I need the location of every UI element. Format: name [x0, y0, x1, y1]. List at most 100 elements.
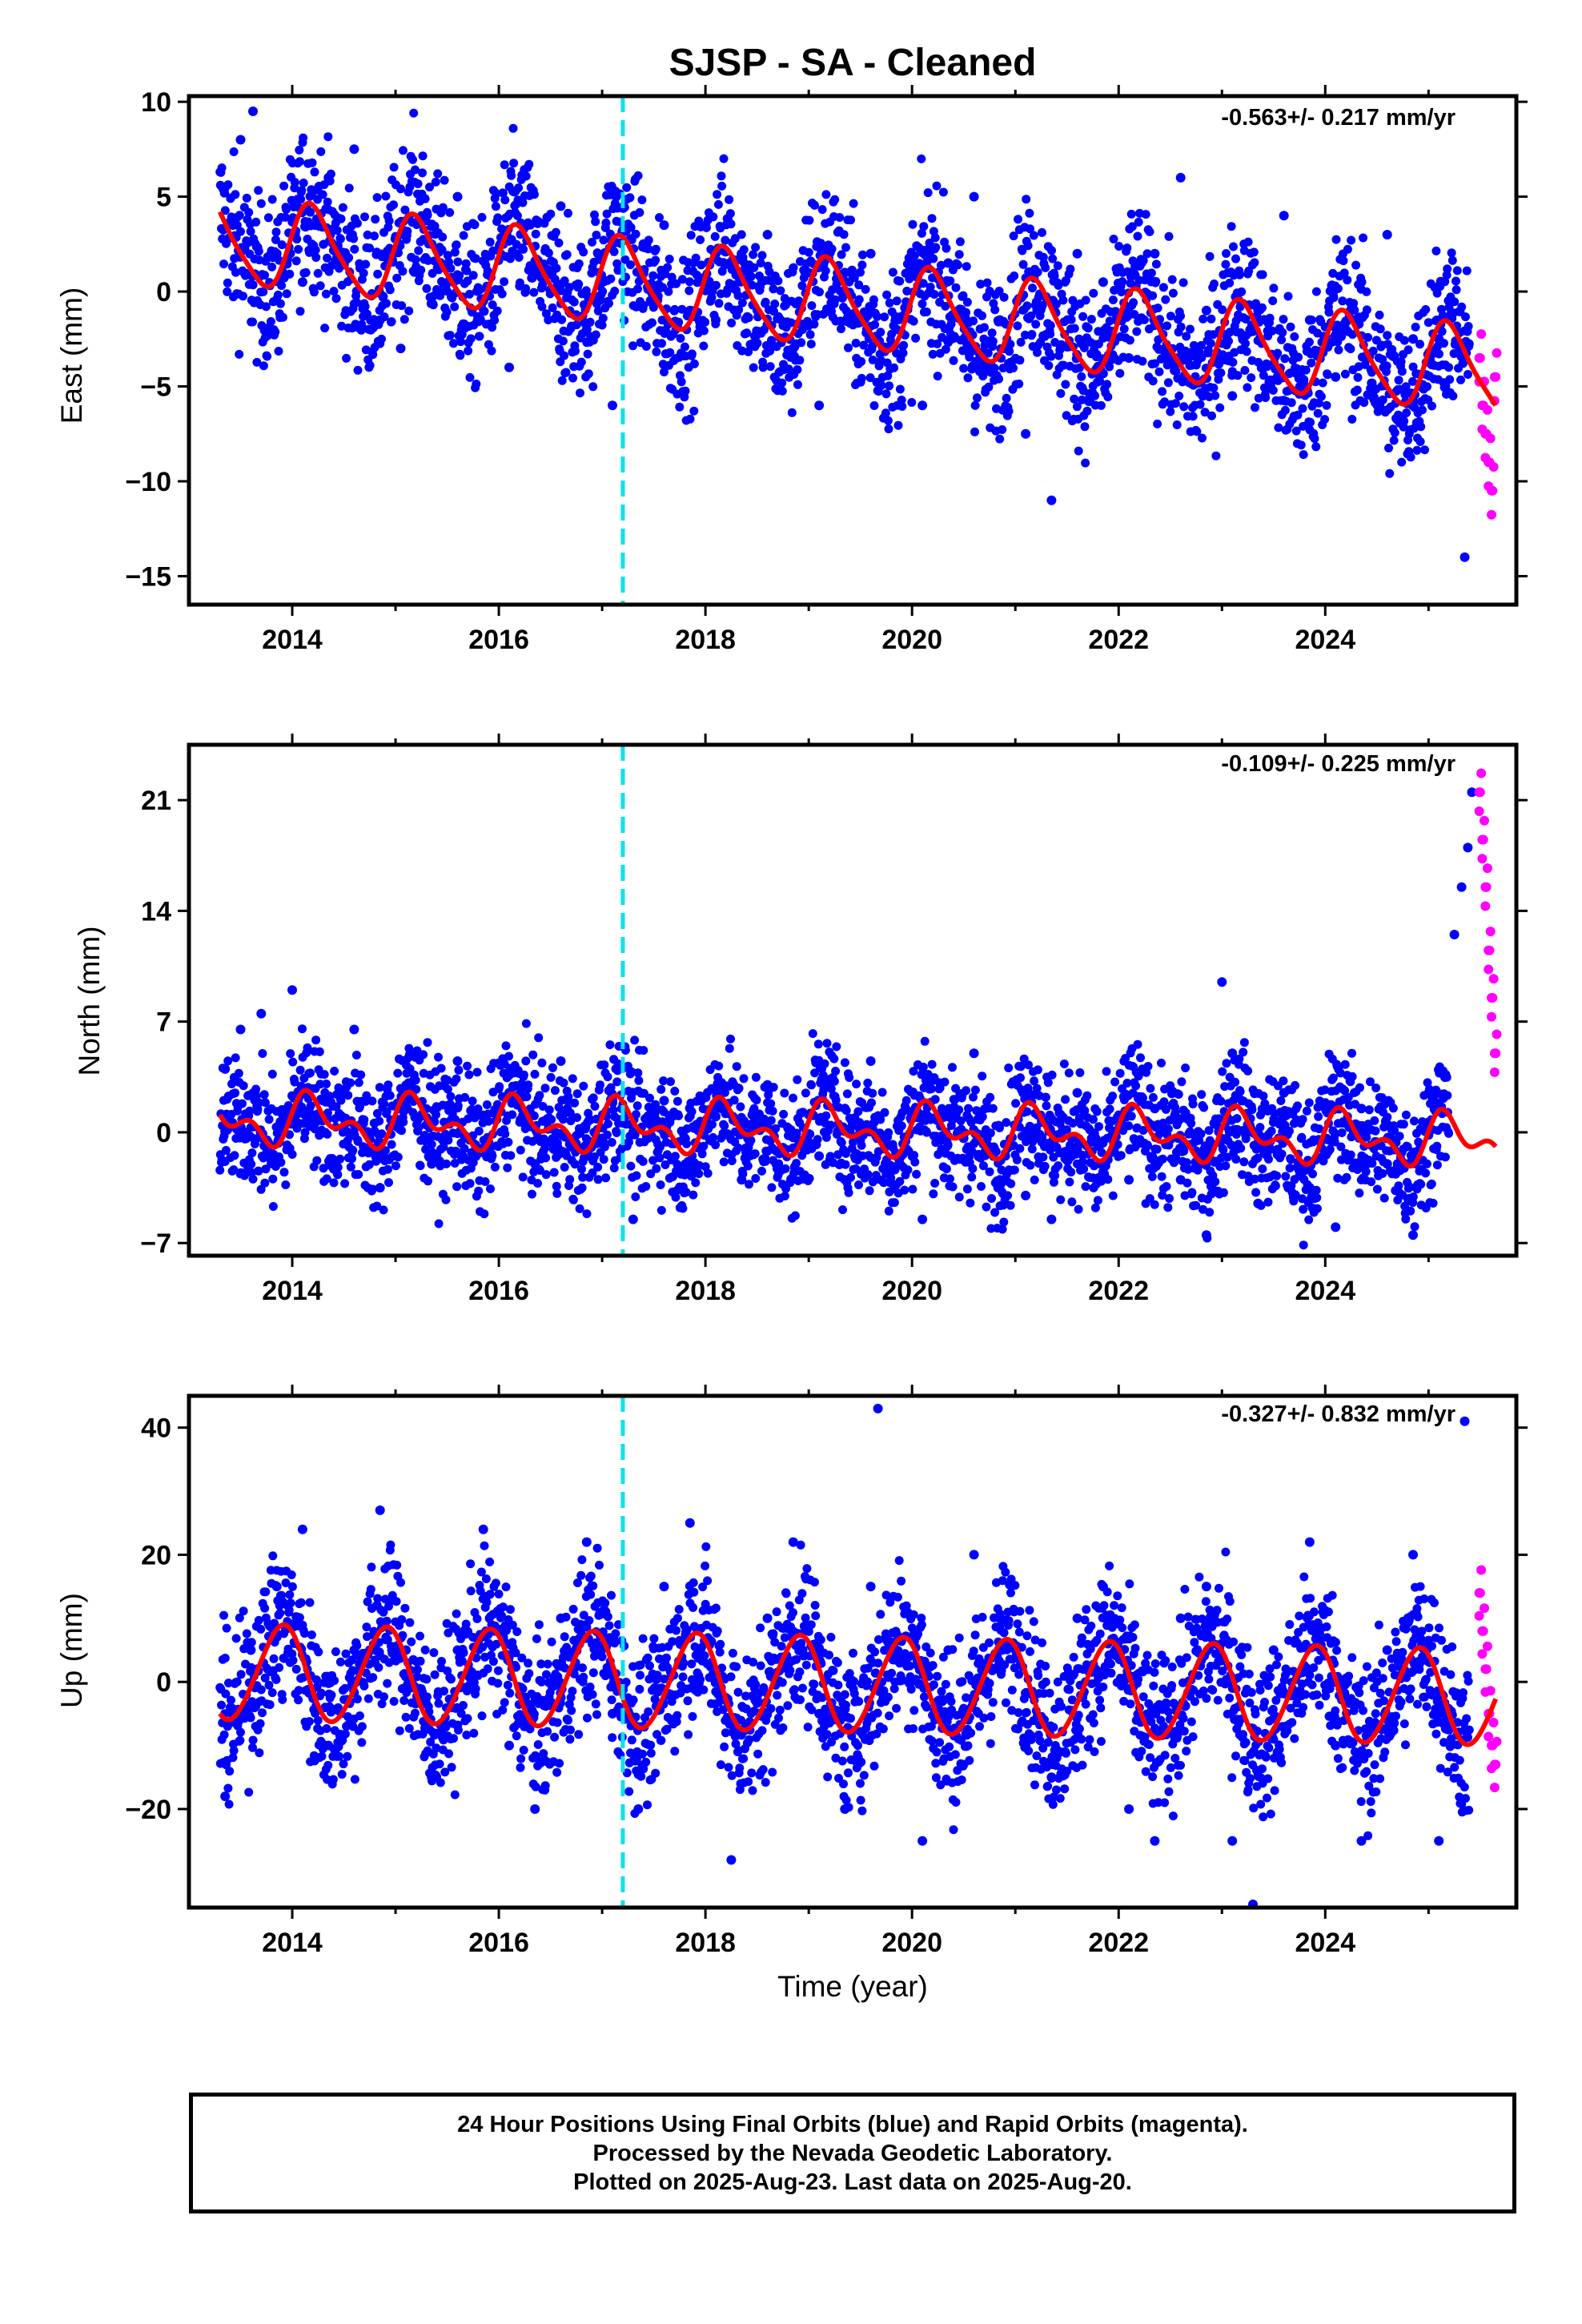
daily-point — [883, 371, 893, 380]
daily-point — [807, 1080, 816, 1090]
daily-point — [1457, 302, 1467, 312]
daily-point — [765, 362, 775, 372]
daily-point — [631, 229, 640, 239]
daily-point — [670, 1087, 680, 1096]
daily-point — [622, 183, 632, 192]
daily-point — [299, 179, 308, 187]
daily-point — [255, 1098, 264, 1108]
daily-point — [1160, 397, 1170, 407]
daily-point — [271, 235, 280, 244]
daily-point — [1098, 369, 1108, 379]
daily-point — [473, 1104, 483, 1114]
daily-point — [999, 1217, 1009, 1227]
daily-point — [311, 253, 321, 262]
daily-point — [978, 1112, 987, 1121]
daily-point — [1448, 392, 1458, 400]
daily-point — [633, 1068, 643, 1078]
daily-point — [544, 1105, 554, 1115]
daily-point — [685, 414, 695, 424]
daily-point — [1040, 1161, 1050, 1171]
daily-point — [408, 155, 417, 164]
daily-point — [1178, 278, 1188, 287]
daily-point — [1351, 260, 1361, 270]
daily-point — [464, 346, 473, 356]
daily-point — [1166, 407, 1175, 416]
final-orbit-point — [1434, 334, 1444, 344]
daily-point — [561, 368, 571, 377]
daily-point — [259, 1090, 269, 1100]
daily-point — [488, 1151, 497, 1160]
daily-point — [273, 290, 283, 300]
daily-point — [1026, 1160, 1035, 1170]
daily-point — [1268, 296, 1278, 306]
daily-point — [1129, 298, 1138, 308]
daily-point — [254, 1166, 263, 1176]
daily-point — [1276, 1096, 1286, 1105]
daily-point — [1119, 324, 1129, 334]
final-orbit-point — [608, 400, 617, 411]
daily-point — [322, 1080, 331, 1088]
daily-point — [842, 1089, 852, 1099]
daily-point — [753, 338, 762, 348]
daily-point — [1115, 1068, 1125, 1078]
daily-point — [780, 1192, 789, 1200]
daily-point — [962, 308, 971, 317]
daily-point — [806, 340, 816, 349]
daily-point — [714, 1061, 724, 1071]
daily-point — [412, 1084, 421, 1094]
daily-point — [1383, 331, 1392, 340]
daily-point — [1205, 251, 1215, 261]
daily-point — [254, 186, 263, 195]
daily-point — [297, 1102, 307, 1112]
daily-point — [761, 1156, 770, 1166]
daily-point — [784, 364, 793, 374]
daily-point — [1122, 243, 1132, 253]
daily-point — [1158, 387, 1167, 396]
daily-point — [538, 279, 548, 289]
daily-point — [409, 108, 419, 118]
daily-point — [558, 336, 568, 346]
daily-point — [1359, 398, 1369, 408]
daily-point — [1389, 436, 1399, 445]
daily-point — [474, 1126, 484, 1136]
daily-point — [1273, 348, 1283, 358]
daily-point — [839, 230, 849, 239]
daily-point — [365, 360, 375, 370]
daily-point — [821, 1111, 831, 1120]
daily-point — [752, 1096, 761, 1105]
daily-point — [793, 380, 802, 389]
daily-point — [1359, 233, 1368, 243]
daily-point — [1340, 369, 1350, 379]
daily-point — [321, 289, 331, 299]
daily-point — [1390, 428, 1399, 437]
daily-point — [970, 427, 979, 436]
daily-point — [364, 1160, 374, 1169]
daily-point — [383, 1164, 392, 1174]
daily-point — [598, 313, 608, 323]
daily-point — [1464, 370, 1472, 379]
daily-point — [1091, 1133, 1101, 1143]
daily-point — [280, 212, 290, 222]
daily-point — [468, 1096, 477, 1106]
daily-point — [397, 301, 407, 311]
daily-point — [895, 1176, 905, 1186]
rapid-orbit-point — [1491, 372, 1501, 382]
daily-point — [920, 1036, 930, 1046]
daily-point — [1236, 1144, 1246, 1153]
daily-point — [430, 221, 440, 231]
daily-point — [856, 267, 865, 277]
daily-point — [1176, 322, 1186, 332]
daily-point — [962, 1184, 972, 1194]
daily-point — [1030, 1175, 1039, 1184]
daily-point — [949, 356, 958, 365]
daily-point — [729, 1096, 739, 1105]
daily-point — [1406, 452, 1415, 462]
daily-point — [1182, 332, 1191, 341]
daily-point — [442, 308, 452, 317]
daily-point — [1053, 261, 1062, 271]
daily-point — [954, 250, 964, 259]
daily-point — [985, 1167, 994, 1176]
daily-point — [638, 1156, 648, 1166]
daily-point — [1006, 1200, 1015, 1210]
